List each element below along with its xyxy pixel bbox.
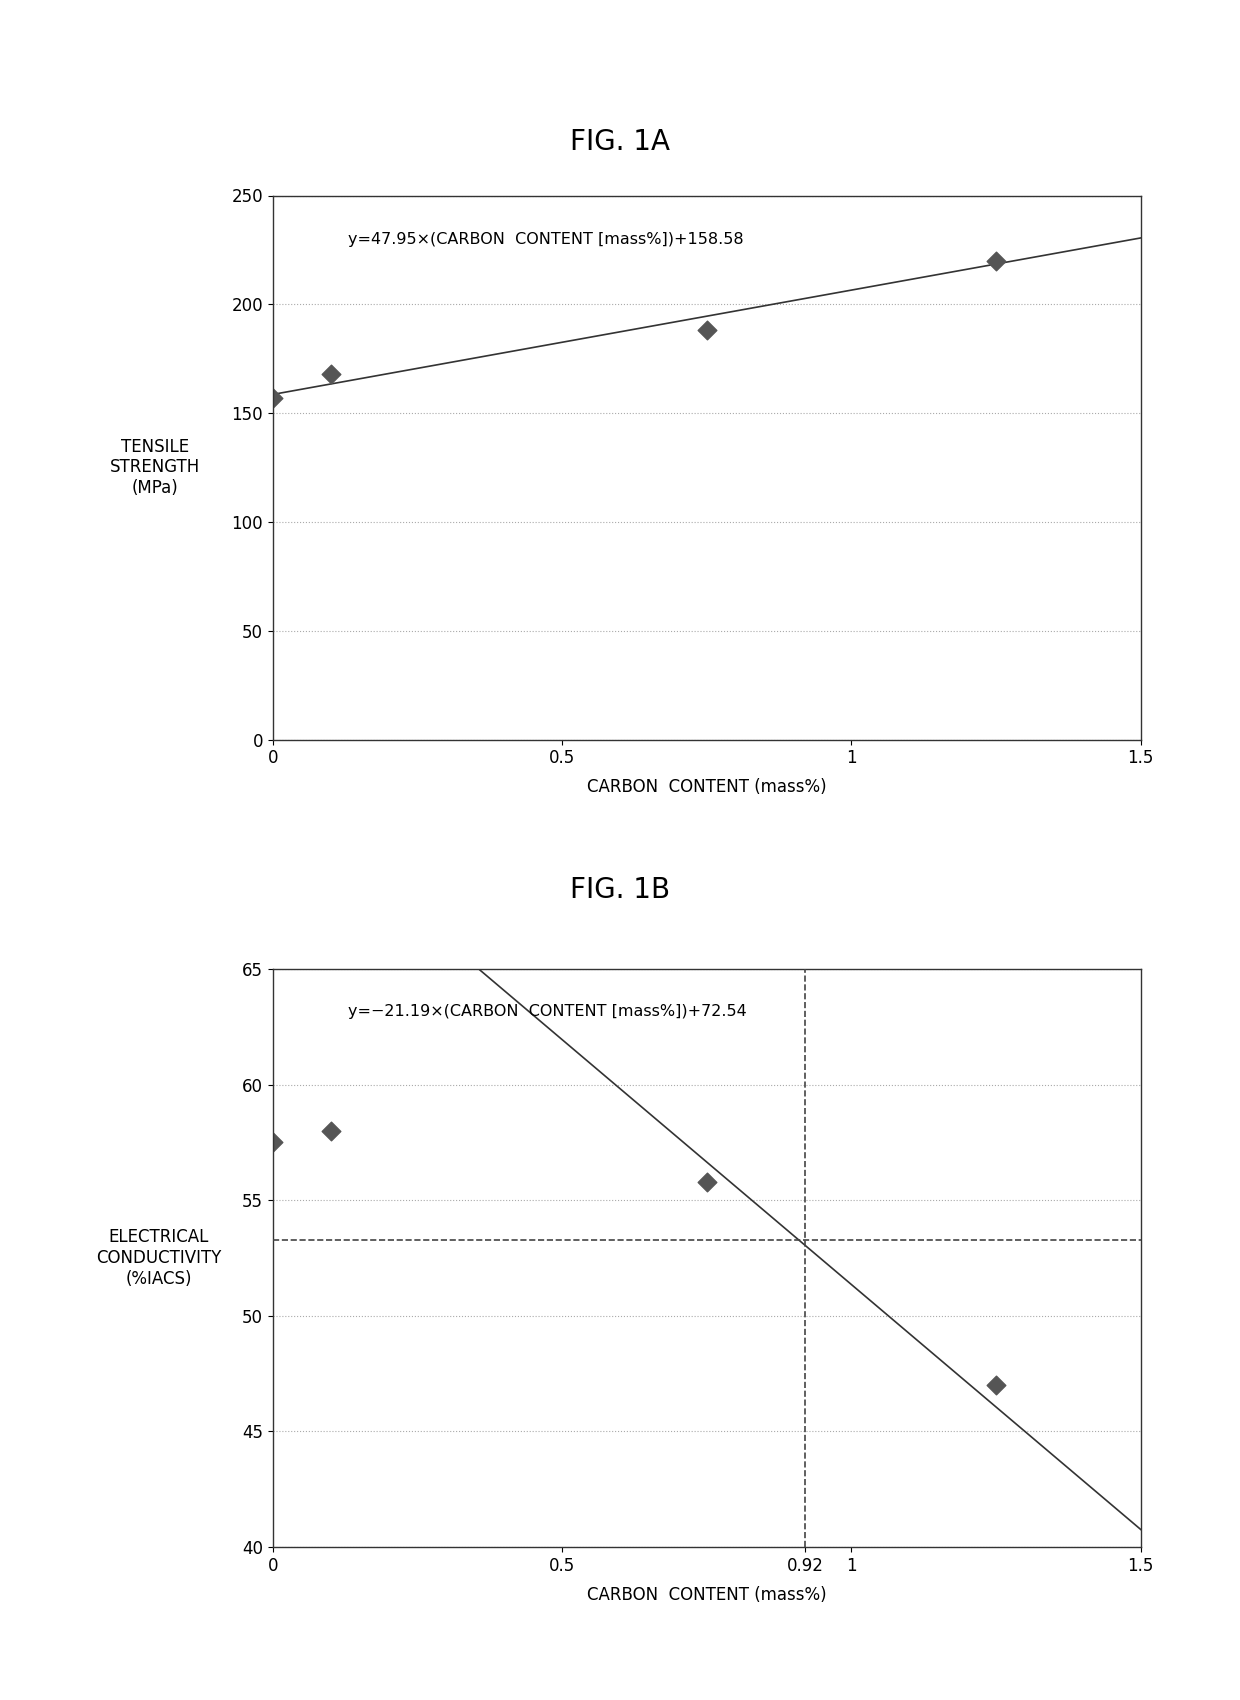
X-axis label: CARBON  CONTENT (mass%): CARBON CONTENT (mass%) xyxy=(587,779,827,796)
Text: y=47.95×(CARBON  CONTENT [mass%])+158.58: y=47.95×(CARBON CONTENT [mass%])+158.58 xyxy=(348,233,744,248)
Y-axis label: ELECTRICAL
CONDUCTIVITY
(%IACS): ELECTRICAL CONDUCTIVITY (%IACS) xyxy=(95,1227,222,1289)
Point xyxy=(321,360,341,388)
Y-axis label: TENSILE
STRENGTH
(MPa): TENSILE STRENGTH (MPa) xyxy=(110,437,200,498)
Point xyxy=(986,1372,1006,1399)
Point xyxy=(697,316,717,343)
X-axis label: CARBON  CONTENT (mass%): CARBON CONTENT (mass%) xyxy=(587,1586,827,1603)
Point xyxy=(263,1129,283,1156)
Point xyxy=(263,384,283,411)
Text: FIG. 1A: FIG. 1A xyxy=(570,128,670,155)
Text: FIG. 1B: FIG. 1B xyxy=(570,876,670,903)
Point xyxy=(986,246,1006,274)
Point xyxy=(697,1168,717,1195)
Text: y=−21.19×(CARBON  CONTENT [mass%])+72.54: y=−21.19×(CARBON CONTENT [mass%])+72.54 xyxy=(348,1003,746,1018)
Point xyxy=(321,1117,341,1144)
